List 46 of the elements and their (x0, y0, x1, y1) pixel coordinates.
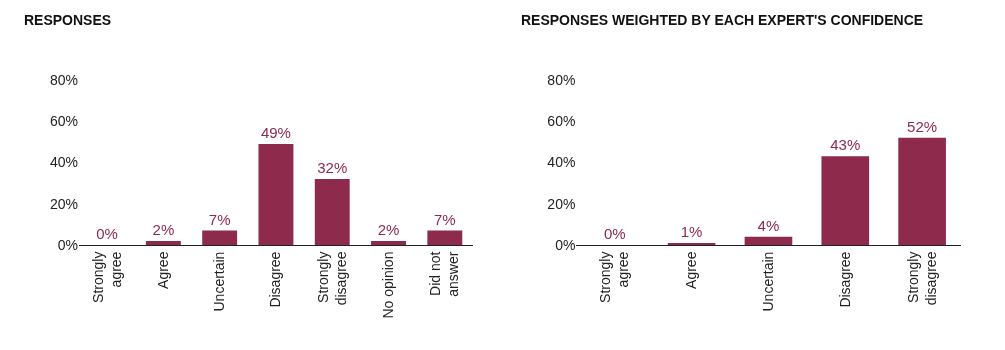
chart-title: RESPONSES WEIGHTED BY EACH EXPERT'S CONFIDENCE (521, 12, 924, 28)
y-tick-label: 40% (547, 154, 576, 171)
data-label: 0% (96, 225, 118, 242)
x-tick-label: Strongly disagree (904, 251, 939, 306)
bar (427, 230, 463, 245)
data-label: 43% (830, 136, 861, 154)
y-tick-label: 20% (49, 195, 78, 212)
y-tick-label: 0% (57, 236, 78, 253)
x-tick-label: Strongly agree (597, 251, 632, 303)
y-tick-label: 80% (547, 71, 576, 88)
x-tick-label: Uncertain (760, 251, 777, 312)
bar (145, 240, 181, 245)
bar (258, 143, 294, 245)
bar (821, 156, 870, 245)
data-label: 7% (208, 210, 231, 228)
x-tick-label: Did not answer (427, 251, 462, 297)
bar (898, 137, 946, 245)
bar (314, 179, 350, 245)
y-tick-label: 40% (49, 154, 78, 171)
x-tick-label: Disagree (836, 251, 853, 308)
x-tick-label: Agree (683, 251, 700, 289)
y-tick-label: 60% (547, 113, 576, 130)
chart-title: RESPONSES (24, 12, 112, 28)
data-label: 7% (433, 210, 456, 228)
data-label: 4% (757, 216, 780, 234)
y-tick-label: 80% (49, 71, 78, 88)
bar (371, 240, 406, 245)
data-label: 2% (152, 220, 175, 238)
data-label: 32% (317, 159, 348, 176)
data-label: 2% (377, 220, 400, 238)
x-tick-label: Agree (154, 251, 171, 289)
y-tick-label: 0% (555, 236, 576, 253)
data-label: 52% (907, 117, 938, 135)
x-tick-label: Disagree (267, 251, 284, 308)
data-label: 1% (680, 222, 703, 240)
x-tick-label: No opinion (380, 251, 397, 319)
bar (202, 230, 238, 245)
y-tick-label: 60% (49, 113, 78, 130)
y-tick-label: 20% (547, 195, 576, 212)
bar (744, 236, 793, 245)
bar (667, 242, 716, 245)
x-tick-label: Uncertain (211, 251, 228, 312)
x-tick-label: Strongly agree (89, 251, 124, 303)
x-tick-label: Strongly disagree (314, 251, 349, 306)
data-label: 0% (603, 225, 626, 242)
data-label: 49% (260, 123, 291, 141)
